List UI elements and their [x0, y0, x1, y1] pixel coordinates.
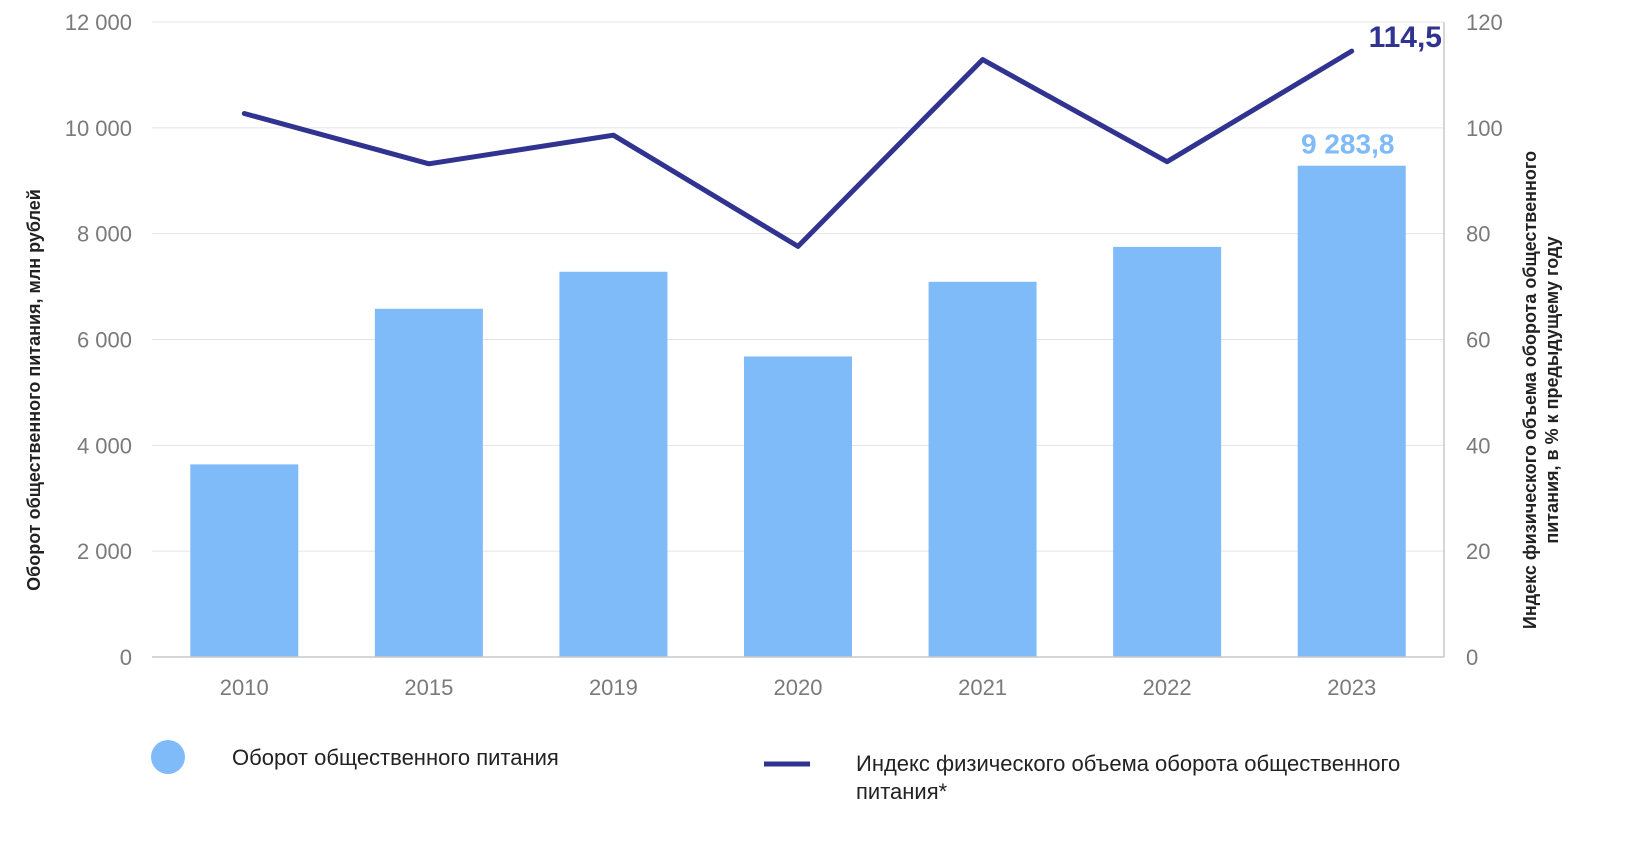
- legend-line-label-line2: питания*: [856, 779, 948, 804]
- x-tick-label: 2022: [1143, 675, 1192, 700]
- bar: [374, 308, 483, 657]
- legend-bar-swatch: [151, 740, 185, 774]
- right-tick-label: 80: [1466, 222, 1490, 247]
- right-tick-label: 100: [1466, 116, 1503, 141]
- x-tick-label: 2010: [220, 675, 269, 700]
- bar: [1297, 165, 1406, 658]
- bar-last-value-label: 9 283,8: [1301, 129, 1394, 160]
- left-tick-label: 4 000: [77, 433, 132, 458]
- bar-series: [190, 165, 1406, 658]
- index-line: [241, 48, 1355, 249]
- legend-bar-label: Оборот общественного питания: [232, 745, 559, 770]
- bar: [190, 464, 299, 657]
- left-tick-label: 2 000: [77, 539, 132, 564]
- line-last-value-label: 114,5: [1369, 21, 1442, 54]
- left-tick-label: 10 000: [65, 116, 132, 141]
- right-axis-title-line2: питания, в % к предыдущему году: [1542, 236, 1562, 543]
- right-tick-label: 120: [1466, 10, 1503, 35]
- legend-line-label-line1: Индекс физического объема оборота общест…: [856, 751, 1400, 776]
- bar: [1113, 246, 1222, 658]
- x-tick-label: 2015: [404, 675, 453, 700]
- x-tick-label: 2023: [1327, 675, 1376, 700]
- gridlines: [152, 21, 1444, 552]
- left-tick-label: 0: [120, 645, 132, 670]
- x-tick-label: 2020: [774, 675, 823, 700]
- legend: Оборот общественного питания Индекс физи…: [151, 740, 1400, 804]
- x-axis-ticks: 2010 2015 2019 2020 2021 2022 2023: [220, 675, 1376, 700]
- right-tick-label: 40: [1466, 433, 1490, 458]
- left-tick-label: 8 000: [77, 222, 132, 247]
- bar: [928, 281, 1037, 657]
- left-tick-label: 12 000: [65, 10, 132, 35]
- left-axis-ticks: 0 2 000 4 000 6 000 8 000 10 000 12 000: [65, 10, 132, 670]
- bar: [744, 356, 852, 657]
- left-tick-label: 6 000: [77, 328, 132, 353]
- right-tick-label: 0: [1466, 645, 1478, 670]
- x-tick-label: 2021: [958, 675, 1007, 700]
- right-tick-label: 20: [1466, 539, 1490, 564]
- left-axis-title: Оборот общественного питания, млн рублей: [24, 189, 44, 591]
- right-axis-ticks: 0 20 40 60 80 100 120: [1466, 10, 1503, 670]
- x-tick-label: 2019: [589, 675, 638, 700]
- right-axis-title-line1: Индекс физического объема оборота общест…: [1520, 151, 1540, 629]
- right-tick-label: 60: [1466, 328, 1490, 353]
- bar: [559, 271, 668, 657]
